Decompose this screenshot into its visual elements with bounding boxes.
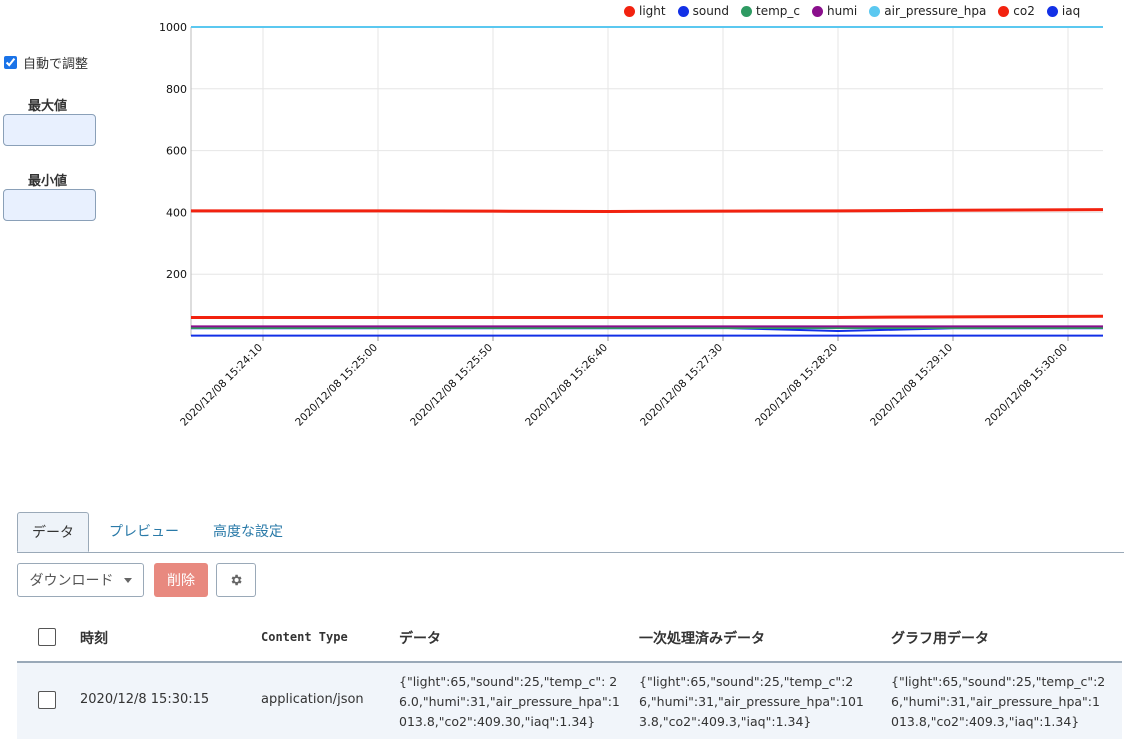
y-tick-label: 800 [166,83,187,96]
x-tick-label: 2020/12/08 15:27:30 [638,342,725,429]
series-line-co2 [191,208,1104,213]
cell-processed-data: {"light":65,"sound":25,"temp_c":26,"humi… [639,674,864,729]
min-value-label: 最小値 [28,174,68,189]
chart-legend: light sound temp_c humi air_pressure_hpa co2 i… [624,4,1092,18]
series-line-light [191,314,1104,319]
legend-label: co2 [1013,4,1035,18]
download-label: ダウンロード [29,573,114,589]
legend-label: sound [692,4,730,18]
table-row[interactable] [17,663,1122,739]
x-tick-label: 2020/12/08 15:30:00 [983,342,1070,429]
y-tick-label: 200 [166,268,187,281]
x-tick-label: 2020/12/08 15:29:10 [868,342,955,429]
auto-adjust-toggle[interactable]: 自動で調整 [4,53,88,72]
legend-swatch [1046,5,1058,17]
tab-advanced-settings[interactable]: 高度な設定 [213,524,283,540]
legend-item-sound[interactable]: sound [677,4,730,18]
auto-adjust-label: 自動で調整 [23,57,89,72]
legend-item-iaq[interactable]: iaq [1046,4,1081,18]
min-value-input[interactable] [3,189,96,221]
cell-graph-data: {"light":65,"sound":25,"temp_c":26,"humi… [891,674,1106,729]
legend-swatch [741,5,753,17]
legend-swatch [998,5,1010,17]
row-checkbox[interactable] [38,691,56,709]
legend-swatch [624,5,635,17]
legend-label: humi [827,4,858,18]
legend-label: light [639,4,666,18]
header-graph-data: グラフ用データ [891,631,989,647]
auto-adjust-checkbox[interactable] [4,56,17,69]
y-tick-label: 1000 [159,21,187,34]
header-time: 時刻 [80,631,108,647]
legend-swatch [677,5,689,17]
legend-item-co2[interactable]: co2 [998,4,1035,18]
x-tick-label: 2020/12/08 15:28:20 [753,342,840,429]
x-tick-label: 2020/12/08 15:24:10 [178,342,265,429]
legend-item-humi[interactable]: humi [812,4,857,18]
tab-preview[interactable]: プレビュー [109,524,179,540]
max-value-input[interactable] [3,114,96,146]
line-chart: 200 400 600 800 1000 2020/12/08 15:24:10 2020/… [159,21,1104,429]
legend-item-light[interactable]: light [624,4,666,18]
legend-label: temp_c [756,4,801,18]
legend-label: air_pressure_hpa [884,4,987,18]
header-data: データ [399,631,441,647]
y-tick-label: 600 [166,145,187,158]
max-value-label: 最大値 [28,99,68,114]
x-tick-label: 2020/12/08 15:25:50 [408,342,495,429]
legend-item-air-pressure-hpa[interactable]: air_pressure_hpa [869,4,986,18]
download-dropdown-button[interactable]: ダウンロード [17,563,144,597]
cell-content-type: application/json [261,692,364,707]
table-header-divider [17,661,1122,663]
settings-button[interactable] [216,563,256,597]
delete-button[interactable]: 削除 [154,563,208,597]
y-tick-label: 400 [166,206,187,219]
legend-item-temp-c[interactable]: temp_c [741,4,800,18]
header-content-type: Content Type [261,630,348,644]
tab-data[interactable]: データ [17,512,89,552]
legend-label: iaq [1061,4,1081,18]
cell-time: 2020/12/8 15:30:15 [80,692,210,707]
cell-data: {"light":65,"sound":25,"temp_c": 26.0,"h… [399,674,620,729]
tab-bar: データ プレビュー 高度な設定 [17,512,1124,553]
legend-swatch [869,5,881,17]
caret-down-icon [123,577,132,583]
select-all-checkbox[interactable] [38,628,56,646]
header-processed-data: 一次処理済みデータ [639,631,765,647]
x-tick-label: 2020/12/08 15:25:00 [293,342,380,429]
x-tick-label: 2020/12/08 15:26:40 [523,342,610,429]
gear-icon [231,574,242,586]
legend-swatch [812,5,824,17]
